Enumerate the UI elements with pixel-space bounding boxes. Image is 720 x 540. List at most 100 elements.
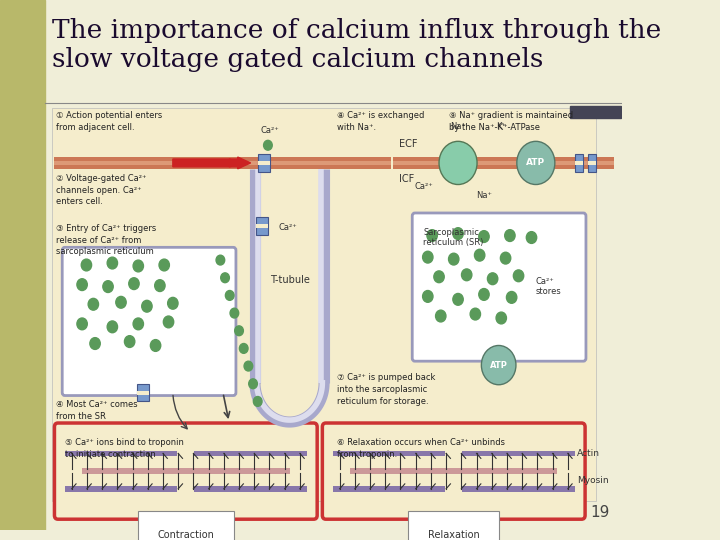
Bar [52,108,596,501]
Circle shape [133,318,143,330]
Circle shape [427,230,437,241]
FancyBboxPatch shape [413,213,586,361]
Bar [333,486,445,492]
Circle shape [88,299,99,310]
Bar [53,157,391,169]
Circle shape [500,252,510,264]
Circle shape [244,361,253,371]
Text: ⑥ Relaxation occurs when Ca²⁺ unbinds
from troponin.: ⑥ Relaxation occurs when Ca²⁺ unbinds fr… [337,438,505,458]
Bar [194,450,307,456]
Circle shape [116,296,126,308]
Bar [462,450,575,456]
Text: ⑧ Ca²⁺ is exchanged
with Na⁺.: ⑧ Ca²⁺ is exchanged with Na⁺. [337,111,424,132]
Bar [53,161,391,165]
Circle shape [155,280,165,292]
Circle shape [479,288,489,300]
Text: Ca²⁺
stores: Ca²⁺ stores [536,277,562,296]
Circle shape [253,396,262,406]
Circle shape [470,308,480,320]
Circle shape [436,310,446,322]
Circle shape [434,271,444,282]
Circle shape [517,141,555,185]
Text: Ca²⁺: Ca²⁺ [414,181,433,191]
Bar [82,468,289,474]
Circle shape [506,292,517,303]
Circle shape [462,269,472,281]
Text: Actin: Actin [577,449,600,458]
Circle shape [216,255,225,265]
Text: ATP: ATP [526,158,545,167]
Bar [393,157,613,169]
Bar [575,154,583,172]
Text: ATP: ATP [490,361,508,369]
Text: 19: 19 [590,505,609,520]
Circle shape [423,291,433,302]
Circle shape [474,249,485,261]
Circle shape [505,230,515,241]
Text: ② Voltage-gated Ca²⁺
channels open. Ca²⁺
enters cell.: ② Voltage-gated Ca²⁺ channels open. Ca²⁺… [56,174,147,206]
Circle shape [168,298,178,309]
Bar [0,0,45,530]
Text: K⁺: K⁺ [496,122,506,131]
FancyArrow shape [173,157,251,169]
Circle shape [496,312,506,324]
Circle shape [225,291,234,300]
Circle shape [107,321,117,333]
Circle shape [423,251,433,263]
Bar [194,486,307,492]
Circle shape [125,336,135,347]
Text: ICF: ICF [400,174,415,184]
Text: ⑤ Ca²⁺ ions bind to troponin
to initiate contraction: ⑤ Ca²⁺ ions bind to troponin to initiate… [65,438,184,458]
Text: Contraction: Contraction [158,530,215,540]
Text: Myosin: Myosin [577,476,609,485]
Circle shape [449,253,459,265]
Text: ⑦ Ca²⁺ is pumped back
into the sarcoplasmic
reticulum for storage.: ⑦ Ca²⁺ is pumped back into the sarcoplas… [337,373,436,406]
Circle shape [107,257,117,269]
Bar [393,161,613,165]
Text: The importance of calcium influx through the
slow voltage gated calcium channels: The importance of calcium influx through… [52,18,661,72]
Circle shape [453,228,463,239]
Bar [575,161,583,165]
Circle shape [235,326,243,336]
Circle shape [479,231,489,242]
Circle shape [150,340,161,352]
Circle shape [230,308,239,318]
Circle shape [482,346,516,384]
Bar [137,390,148,395]
Bar [350,468,557,474]
Circle shape [103,281,113,293]
Circle shape [159,259,169,271]
Circle shape [142,300,152,312]
Bar [333,450,445,456]
Bar [258,161,270,165]
Text: Ca²⁺: Ca²⁺ [279,223,297,232]
Circle shape [133,260,143,272]
Bar [258,154,270,172]
Bar [588,161,596,165]
Bar [137,384,148,401]
Bar [65,486,177,492]
Text: ECF: ECF [400,139,418,149]
Circle shape [487,273,498,285]
Circle shape [453,293,463,305]
Text: Relaxation: Relaxation [428,530,480,540]
Text: T-tubule: T-tubule [269,275,310,285]
Bar [256,224,268,228]
Bar [65,450,177,456]
Circle shape [439,141,477,185]
Text: Ca²⁺: Ca²⁺ [260,126,279,136]
Circle shape [81,259,91,271]
Text: Na⁺: Na⁺ [476,191,492,200]
Bar [588,154,596,172]
Circle shape [163,316,174,328]
Text: Sarcoplasmic
reticulum (SR): Sarcoplasmic reticulum (SR) [423,228,484,247]
Circle shape [77,318,87,330]
Circle shape [526,232,536,244]
Text: ④ Most Ca²⁺ comes
from the SR: ④ Most Ca²⁺ comes from the SR [56,401,138,421]
Circle shape [264,140,272,150]
Text: Na⁺: Na⁺ [450,122,466,131]
FancyBboxPatch shape [323,423,585,519]
Bar [570,106,621,118]
Text: ⑨ Na⁺ gradient is maintained
by the Na⁺-K⁺-ATPase: ⑨ Na⁺ gradient is maintained by the Na⁺-… [449,111,574,132]
FancyBboxPatch shape [55,423,318,519]
